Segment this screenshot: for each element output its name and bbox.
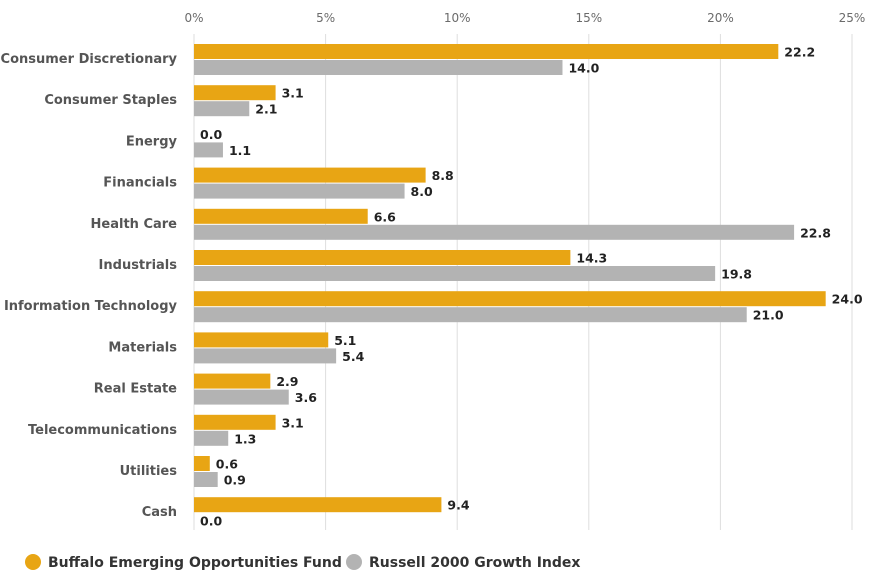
bar — [194, 291, 826, 307]
bar — [194, 307, 747, 323]
category-label: Health Care — [91, 217, 178, 232]
x-tick-label: 15% — [575, 11, 602, 25]
data-label: 3.1 — [282, 415, 304, 430]
category-label: Utilities — [120, 464, 178, 479]
data-label: 8.0 — [411, 184, 433, 199]
data-label: 5.1 — [334, 333, 356, 348]
bar — [194, 101, 250, 117]
bar — [194, 183, 405, 199]
bar — [194, 142, 223, 158]
x-tick-label: 10% — [444, 11, 471, 25]
bar — [194, 44, 779, 59]
category-label: Industrials — [99, 258, 178, 273]
category-label: Consumer Staples — [44, 93, 177, 108]
bar — [194, 266, 716, 281]
category-label: Financials — [103, 176, 177, 191]
category-label: Consumer Discretionary — [1, 52, 178, 67]
bar — [194, 389, 289, 405]
category-label: Energy — [126, 134, 178, 149]
bar — [194, 60, 563, 75]
x-tick-label: 25% — [839, 11, 866, 25]
data-label: 22.2 — [784, 45, 815, 60]
data-label: 1.1 — [229, 143, 251, 158]
bar — [194, 167, 426, 183]
bar — [194, 430, 229, 446]
data-label: 2.1 — [255, 102, 277, 117]
value-labels: 22.2 14.0 3.1 2.1 0.0 1.1 8.88.0 6.6 22.8 14.3 19.… — [200, 45, 863, 529]
data-label: 8.8 — [432, 168, 454, 183]
data-label: 0.6 — [216, 457, 238, 472]
data-label: 14.0 — [568, 61, 599, 76]
bars — [194, 44, 826, 513]
x-tick-label: 5% — [316, 11, 335, 25]
bar — [194, 414, 276, 430]
category-label: Information Technology — [4, 299, 178, 314]
data-label: 2.9 — [276, 374, 298, 389]
legend: Buffalo Emerging Opportunities Fund Russe… — [25, 554, 580, 571]
category-label: Telecommunications — [28, 423, 177, 438]
bar — [194, 348, 337, 364]
bar — [194, 250, 571, 265]
bar — [194, 472, 218, 487]
bar — [194, 332, 329, 348]
bar — [194, 497, 442, 513]
data-label: 21.0 — [753, 308, 784, 323]
data-label: 0.9 — [224, 473, 246, 488]
data-label: 24.0 — [832, 292, 863, 307]
data-label: 14.3 — [576, 251, 607, 266]
bar — [194, 456, 210, 471]
data-label: 22.8 — [800, 225, 831, 240]
bar — [194, 373, 271, 389]
bar — [194, 224, 795, 240]
bar — [194, 208, 368, 224]
data-label: 3.1 — [282, 86, 304, 101]
x-axis-ticks: 0% 5% 10% 15% 20% 25% — [184, 11, 865, 25]
data-label: 3.6 — [295, 390, 317, 405]
legend-label: Buffalo Emerging Opportunities Fund — [48, 555, 342, 571]
data-label: 0.0 — [200, 127, 222, 142]
data-label: 9.4 — [447, 498, 469, 513]
legend-marker — [25, 554, 41, 570]
data-label: 5.4 — [342, 349, 364, 364]
category-labels: Consumer Discretionary Consumer Staples En… — [1, 52, 178, 520]
data-label: 19.8 — [721, 267, 752, 282]
data-label: 6.6 — [374, 209, 396, 224]
category-label: Materials — [108, 340, 177, 355]
data-label: 0.0 — [200, 514, 222, 529]
data-label: 1.3 — [234, 431, 256, 446]
gridlines — [193, 34, 853, 530]
x-tick-label: 0% — [184, 11, 203, 25]
bar — [194, 85, 276, 101]
legend-marker — [346, 554, 362, 570]
x-tick-label: 20% — [707, 11, 734, 25]
category-label: Cash — [142, 505, 177, 520]
legend-label: Russell 2000 Growth Index — [369, 555, 580, 571]
category-label: Real Estate — [94, 382, 177, 397]
